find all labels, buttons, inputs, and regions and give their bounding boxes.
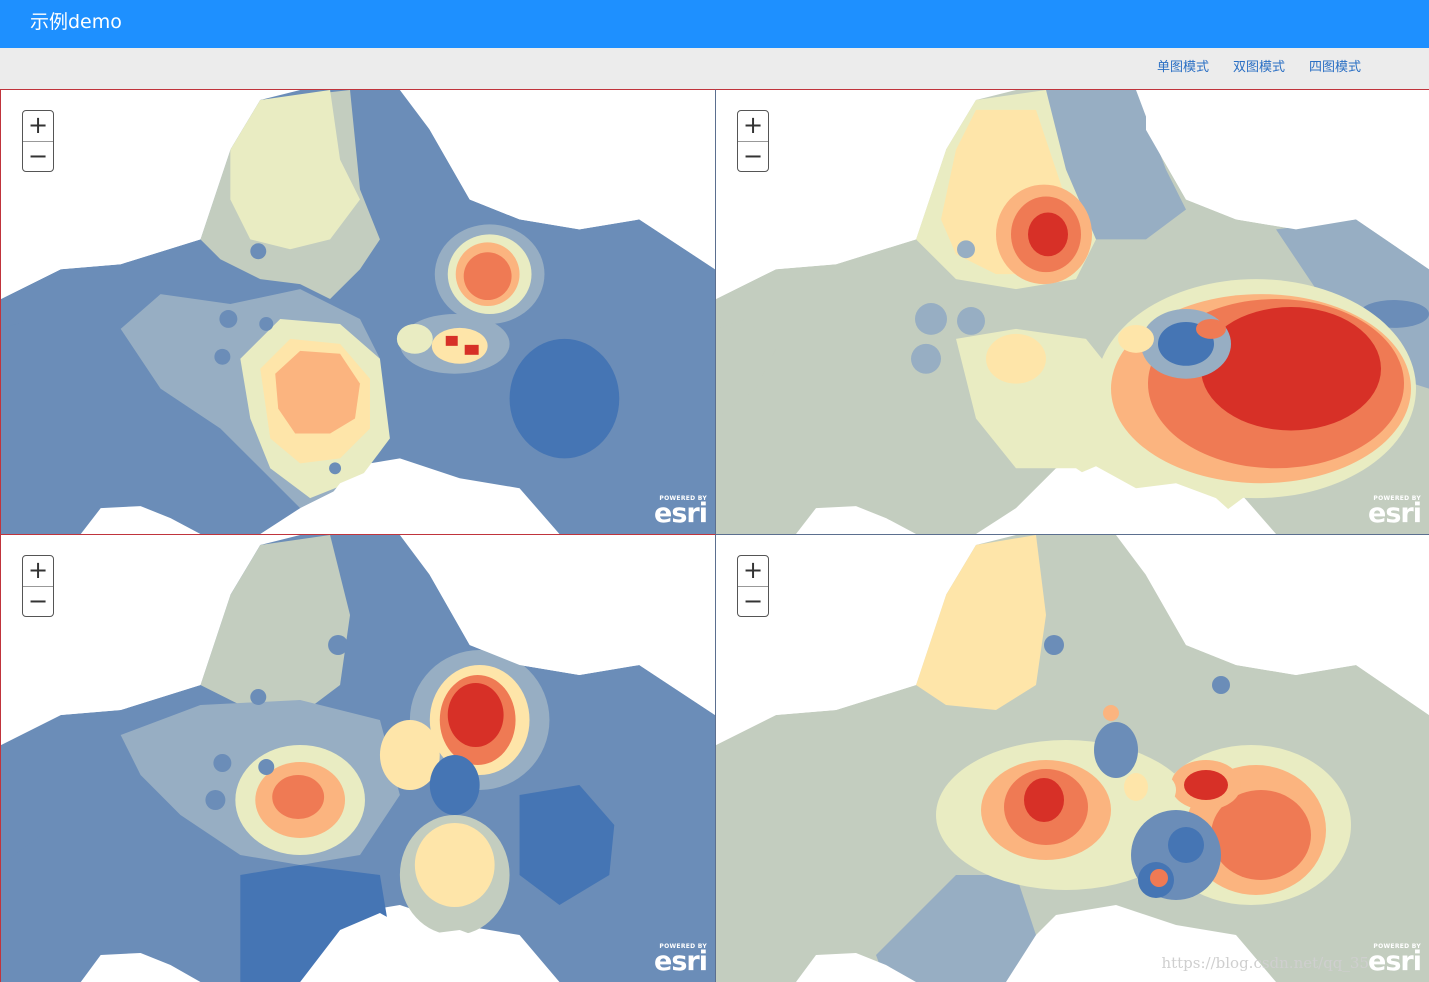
attribution-powered-by: POWERED BY [659, 943, 707, 950]
map-grid: + − POWERED BY esri [0, 89, 1429, 982]
attribution-powered-by: POWERED BY [659, 495, 707, 502]
zoom-in-button[interactable]: + [23, 556, 53, 587]
esri-attribution[interactable]: POWERED BY esri [1368, 495, 1422, 529]
heatmap-layer-1 [1, 90, 715, 534]
header-bar: 示例demo [0, 0, 1429, 48]
attribution-powered-by: POWERED BY [1373, 943, 1421, 950]
esri-attribution[interactable]: POWERED BY esri [1368, 943, 1422, 977]
zoom-in-button[interactable]: + [738, 556, 768, 587]
heatmap-layer-2 [716, 90, 1429, 534]
mode-links: 单图模式 双图模式 四图模式 [1157, 56, 1361, 75]
zoom-control: + − [737, 110, 769, 172]
attribution-powered-by: POWERED BY [1373, 495, 1421, 502]
esri-logo: esri [654, 498, 708, 529]
esri-logo: esri [654, 946, 708, 977]
zoom-control: + − [22, 555, 54, 617]
dual-map-mode-link[interactable]: 双图模式 [1232, 60, 1285, 75]
zoom-in-button[interactable]: + [23, 111, 53, 142]
single-map-mode-link[interactable]: 单图模式 [1156, 60, 1209, 75]
quad-map-mode-link[interactable]: 四图模式 [1308, 60, 1361, 75]
esri-logo: esri [1368, 498, 1422, 529]
app-title: 示例demo [30, 11, 122, 33]
esri-logo: esri [1368, 946, 1422, 977]
esri-attribution[interactable]: POWERED BY esri [654, 495, 708, 529]
zoom-out-button[interactable]: − [27, 142, 49, 170]
zoom-control: + − [737, 555, 769, 617]
watermark-text: https://blog.csdn.net/qq_35 [1161, 954, 1369, 972]
esri-attribution[interactable]: POWERED BY esri [654, 943, 708, 977]
zoom-control: + − [22, 110, 54, 172]
mode-toolbar: 单图模式 双图模式 四图模式 [0, 48, 1429, 89]
zoom-out-button[interactable]: − [27, 587, 49, 615]
zoom-in-button[interactable]: + [738, 111, 768, 142]
heatmap-layer-4 [716, 535, 1429, 982]
map-view-1[interactable]: + − POWERED BY esri [0, 89, 716, 535]
heatmap-layer-3 [1, 535, 715, 982]
map-view-3[interactable]: + − POWERED BY esri [0, 535, 716, 982]
zoom-out-button[interactable]: − [742, 142, 764, 170]
zoom-out-button[interactable]: − [742, 587, 764, 615]
map-view-4[interactable]: + − https://blog.csdn.net/qq_35 POWERED … [716, 535, 1429, 982]
map-view-2[interactable]: + − POWERED BY esri [716, 89, 1429, 535]
